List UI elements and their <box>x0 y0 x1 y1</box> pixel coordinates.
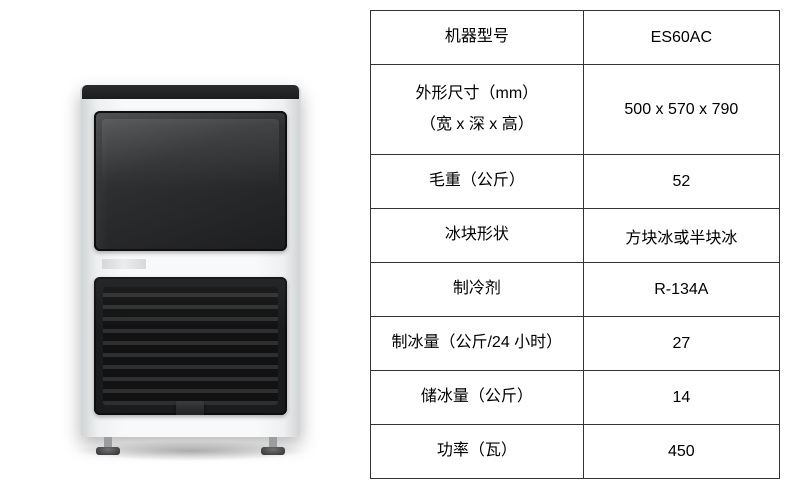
spec-value: 方块冰或半块冰 <box>583 209 779 263</box>
table-row: 制冷剂R-134A <box>371 263 780 317</box>
spec-label: 外形尺寸（mm）（宽 x 深 x 高） <box>371 65 584 155</box>
table-row: 储冰量（公斤）14 <box>371 371 780 425</box>
spec-value: ES60AC <box>583 11 779 65</box>
spec-label: 制冰量（公斤/24 小时） <box>371 317 584 371</box>
spec-value: 14 <box>583 371 779 425</box>
spec-value: 500 x 570 x 790 <box>583 65 779 155</box>
spec-value: 52 <box>583 155 779 209</box>
spec-label: 冰块形状 <box>371 209 584 263</box>
spec-value: R-134A <box>583 263 779 317</box>
product-spec-layout: 机器型号ES60AC外形尺寸（mm）（宽 x 深 x 高）500 x 570 x… <box>0 0 790 500</box>
spec-label: 制冷剂 <box>371 263 584 317</box>
table-row: 毛重（公斤）52 <box>371 155 780 209</box>
table-row: 制冰量（公斤/24 小时）27 <box>371 317 780 371</box>
ice-machine-illustration <box>68 85 313 455</box>
spec-label: 毛重（公斤） <box>371 155 584 209</box>
table-row: 冰块形状方块冰或半块冰 <box>371 209 780 263</box>
spec-value: 450 <box>583 425 779 479</box>
spec-table: 机器型号ES60AC外形尺寸（mm）（宽 x 深 x 高）500 x 570 x… <box>370 10 780 479</box>
table-row: 外形尺寸（mm）（宽 x 深 x 高）500 x 570 x 790 <box>371 65 780 155</box>
table-row: 机器型号ES60AC <box>371 11 780 65</box>
product-image <box>20 10 360 490</box>
spec-label: 机器型号 <box>371 11 584 65</box>
spec-label: 储冰量（公斤） <box>371 371 584 425</box>
spec-label: 功率（瓦） <box>371 425 584 479</box>
table-row: 功率（瓦）450 <box>371 425 780 479</box>
spec-value: 27 <box>583 317 779 371</box>
